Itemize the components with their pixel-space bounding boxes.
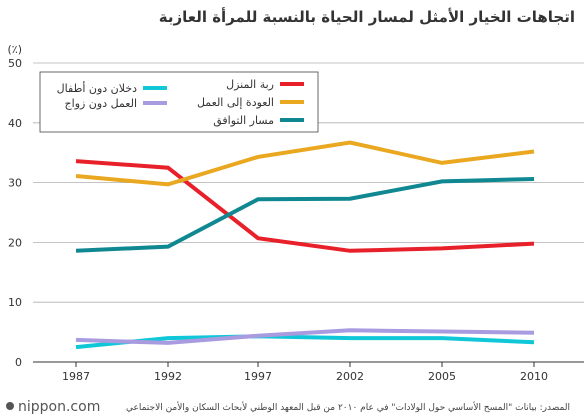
legend: ربة المنزل العودة إلى العمل مسار التوافق دخ… [39, 71, 319, 133]
y-tick-label: 20 [8, 236, 22, 249]
series-line [75, 328, 535, 345]
chart-title: اتجاهات الخيار الأمثل لمسار الحياة بالنس… [159, 7, 575, 26]
y-axis-ticks: 0 10 20 30 40 50 [8, 57, 22, 369]
x-tick-label: 2002 [336, 370, 364, 383]
series-line [75, 177, 535, 253]
y-tick-label: 50 [8, 57, 22, 70]
y-tick-label: 40 [8, 117, 22, 130]
series-lines [75, 140, 535, 350]
brand-text: nippon.com [18, 399, 100, 415]
series-line [75, 159, 535, 253]
x-tick-label: 1987 [62, 370, 90, 383]
legend-label: مسار التوافق [213, 114, 274, 128]
y-axis-unit: (٪) [8, 43, 23, 56]
legend-label: العمل دون زواج [65, 97, 137, 110]
y-tick-label: 0 [15, 356, 22, 369]
legend-label: العودة إلى العمل [197, 96, 274, 109]
x-tick-label: 1992 [154, 370, 182, 383]
grid-lines [33, 62, 584, 363]
logo-dot-icon [6, 402, 14, 410]
legend-label: دخلان دون أطفال [57, 81, 137, 95]
x-tick-label: 2005 [428, 370, 456, 383]
nippon-logo: nippon.com [6, 399, 100, 415]
x-tick-label: 2010 [520, 370, 548, 383]
series-line [75, 334, 535, 350]
y-tick-label: 10 [8, 296, 22, 309]
legend-box [39, 71, 319, 133]
y-tick-label: 30 [8, 177, 22, 190]
series-line [75, 140, 535, 187]
legend-label: ربة المنزل [226, 78, 274, 91]
x-axis-ticks: 1987 1992 1997 2002 2005 2010 [62, 362, 548, 383]
source-note: المصدر: بيانات "المسح الأساسي حول الولاد… [126, 401, 570, 413]
x-tick-label: 1997 [244, 370, 272, 383]
